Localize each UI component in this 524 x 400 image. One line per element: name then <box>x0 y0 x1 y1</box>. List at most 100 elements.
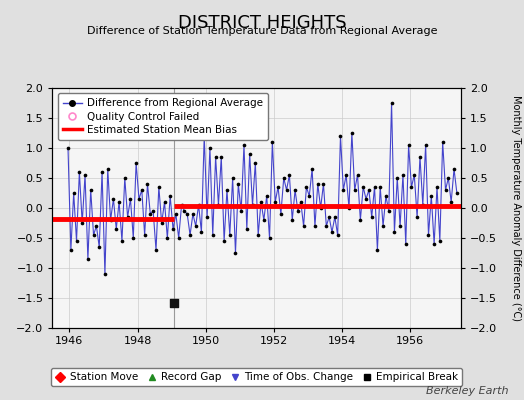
Point <box>86 187 95 193</box>
Point <box>362 196 370 202</box>
Point <box>104 166 112 172</box>
Point <box>439 139 447 145</box>
Point <box>237 208 245 214</box>
Point <box>254 232 263 238</box>
Point <box>64 145 72 151</box>
Point <box>121 175 129 181</box>
Point <box>356 217 365 223</box>
Point <box>112 226 121 232</box>
Point <box>302 184 311 190</box>
Text: Difference of Station Temperature Data from Regional Average: Difference of Station Temperature Data f… <box>87 26 437 36</box>
Point <box>223 187 231 193</box>
Point <box>115 199 123 205</box>
Point <box>393 175 401 181</box>
Point <box>129 235 137 241</box>
Point <box>200 133 209 139</box>
Point <box>203 214 211 220</box>
Point <box>405 142 413 148</box>
Point <box>231 250 239 256</box>
Point <box>186 232 194 238</box>
Point <box>170 300 179 306</box>
Point <box>84 256 92 262</box>
Point <box>243 226 251 232</box>
Point <box>152 247 160 253</box>
Point <box>138 187 146 193</box>
Point <box>95 244 103 250</box>
Point <box>325 214 333 220</box>
Text: Berkeley Earth: Berkeley Earth <box>426 386 508 396</box>
Point <box>81 172 89 178</box>
Point <box>367 214 376 220</box>
Point <box>294 208 302 214</box>
Point <box>132 160 140 166</box>
Point <box>78 220 86 226</box>
Point <box>109 196 117 202</box>
Point <box>288 217 297 223</box>
Point <box>385 208 393 214</box>
Point <box>347 130 356 136</box>
Point <box>160 199 169 205</box>
Point <box>370 184 379 190</box>
Point <box>209 232 217 238</box>
Point <box>313 181 322 187</box>
Point <box>379 223 387 229</box>
Point <box>220 238 228 244</box>
Point <box>263 193 271 199</box>
Point <box>308 166 316 172</box>
Point <box>180 208 189 214</box>
Point <box>291 187 299 193</box>
Point <box>441 187 450 193</box>
Point <box>166 193 174 199</box>
Point <box>72 238 81 244</box>
Point <box>285 172 293 178</box>
Point <box>106 217 115 223</box>
Point <box>169 226 177 232</box>
Point <box>257 199 265 205</box>
Point <box>197 229 205 235</box>
Point <box>118 238 126 244</box>
Point <box>135 196 143 202</box>
Point <box>67 247 75 253</box>
Point <box>421 142 430 148</box>
Point <box>90 232 98 238</box>
Point <box>396 223 405 229</box>
Point <box>342 172 351 178</box>
Point <box>453 190 461 196</box>
Point <box>322 223 331 229</box>
Point <box>226 232 234 238</box>
Point <box>274 184 282 190</box>
Point <box>149 208 157 214</box>
Point <box>407 184 416 190</box>
Point <box>345 205 353 211</box>
Point <box>92 223 101 229</box>
Point <box>101 271 109 277</box>
Point <box>70 190 78 196</box>
Point <box>353 172 362 178</box>
Point <box>211 154 220 160</box>
Point <box>447 199 455 205</box>
Point <box>155 184 163 190</box>
Point <box>328 229 336 235</box>
Point <box>387 100 396 106</box>
Point <box>174 235 183 241</box>
Point <box>427 193 435 199</box>
Point <box>158 220 166 226</box>
Point <box>339 187 347 193</box>
Point <box>228 175 237 181</box>
Point <box>373 247 381 253</box>
Point <box>299 223 308 229</box>
Point <box>206 145 214 151</box>
Point <box>416 154 424 160</box>
Point <box>146 211 155 217</box>
Point <box>282 187 291 193</box>
Point <box>234 181 243 187</box>
Point <box>399 172 407 178</box>
Point <box>419 202 427 208</box>
Point <box>376 184 385 190</box>
Point <box>98 169 106 175</box>
Point <box>410 172 419 178</box>
Point <box>277 211 285 217</box>
Point <box>311 223 319 229</box>
Point <box>172 211 180 217</box>
Point <box>268 139 277 145</box>
